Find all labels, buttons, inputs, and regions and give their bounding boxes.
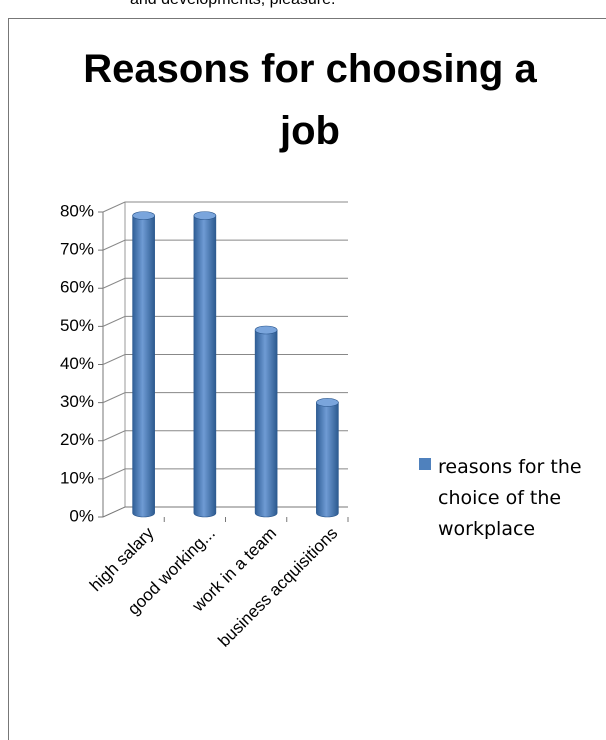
bar-top: [316, 398, 339, 407]
y-tick-label: 70%: [60, 240, 94, 259]
bar: [254, 325, 278, 518]
bar-top: [254, 325, 278, 335]
bar-top: [193, 211, 217, 220]
y-tick-label: 0%: [69, 506, 94, 525]
y-tick-label: 60%: [60, 278, 94, 297]
chart-title: Reasons for choosing a job: [83, 47, 537, 153]
bar: [132, 211, 155, 518]
bar-body: [132, 215, 155, 518]
bar-top: [132, 211, 155, 220]
chart-border: [8, 18, 606, 740]
y-tick-label: 30%: [60, 392, 94, 411]
bar: [193, 211, 217, 518]
y-tick-label: 20%: [60, 430, 94, 449]
grid-line: [102, 239, 348, 251]
bar-body: [254, 329, 278, 518]
y-tick-label: 40%: [60, 354, 94, 373]
bar-body: [316, 402, 339, 518]
y-tick-label: 50%: [60, 316, 94, 335]
page-text: and developments, pleasure.: [130, 0, 335, 9]
bar-body: [193, 215, 217, 518]
y-tick-label: 80%: [60, 201, 94, 220]
grid-line: [102, 315, 348, 327]
grid-line: [102, 201, 348, 213]
legend-label: reasons for the choice of the workplace: [438, 456, 582, 540]
x-tick-label: business acquisitions: [214, 524, 341, 651]
legend-swatch: [419, 458, 431, 470]
y-tick-label: 10%: [60, 468, 94, 487]
grid-line: [102, 277, 348, 289]
bar: [316, 398, 339, 518]
